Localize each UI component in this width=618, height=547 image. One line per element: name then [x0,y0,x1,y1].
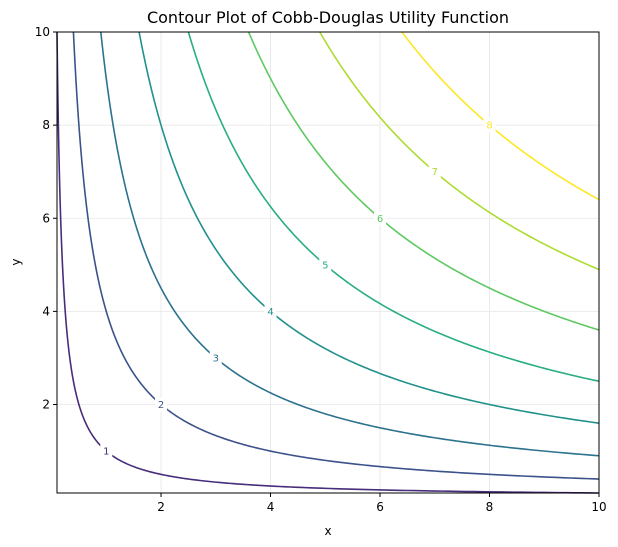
x-tick-label: 2 [157,500,165,514]
contour-label-bg [374,211,387,226]
x-axis: 2 4 6 8 10 [157,493,607,514]
contour-line-7 [319,31,600,271]
contour-labels: 1 2 3 4 5 6 7 8 [100,118,496,459]
contour-label-bg [209,350,222,365]
contour-label-4: 4 [267,307,273,318]
contour-label-1: 1 [103,447,109,458]
x-tick-label: 8 [486,500,494,514]
contour-label-7: 7 [432,167,438,178]
y-tick-label: 4 [42,304,50,318]
contour-label-bg [319,257,332,272]
plot-frame [56,31,600,494]
y-axis-label: y [9,258,23,265]
y-tick-label: 10 [35,25,50,39]
y-tick-label: 6 [42,211,50,225]
contour-label-bg [483,118,496,133]
y-axis: 2 4 6 8 10 [35,25,57,412]
contour-label-bg [100,444,113,459]
chart-title: Contour Plot of Cobb-Douglas Utility Fun… [147,8,509,27]
x-axis-label: x [324,524,331,538]
y-tick-label: 2 [42,398,50,412]
contour-label-3: 3 [213,353,219,364]
contour-label-6: 6 [377,214,383,225]
contour-label-5: 5 [322,260,328,271]
x-tick-label: 4 [267,500,275,514]
contour-label-bg [264,304,277,319]
contour-line-5 [187,31,600,383]
contour-line-3 [100,31,600,457]
contour-label-8: 8 [486,121,492,132]
contour-line-6 [247,31,600,331]
contour-label-bg [155,397,168,412]
contour-label-2: 2 [158,400,164,411]
contour-label-bg [428,164,441,179]
x-tick-label: 6 [376,500,384,514]
x-tick-label: 10 [591,500,606,514]
contour-line-2 [72,31,600,480]
y-tick-label: 8 [42,118,50,132]
